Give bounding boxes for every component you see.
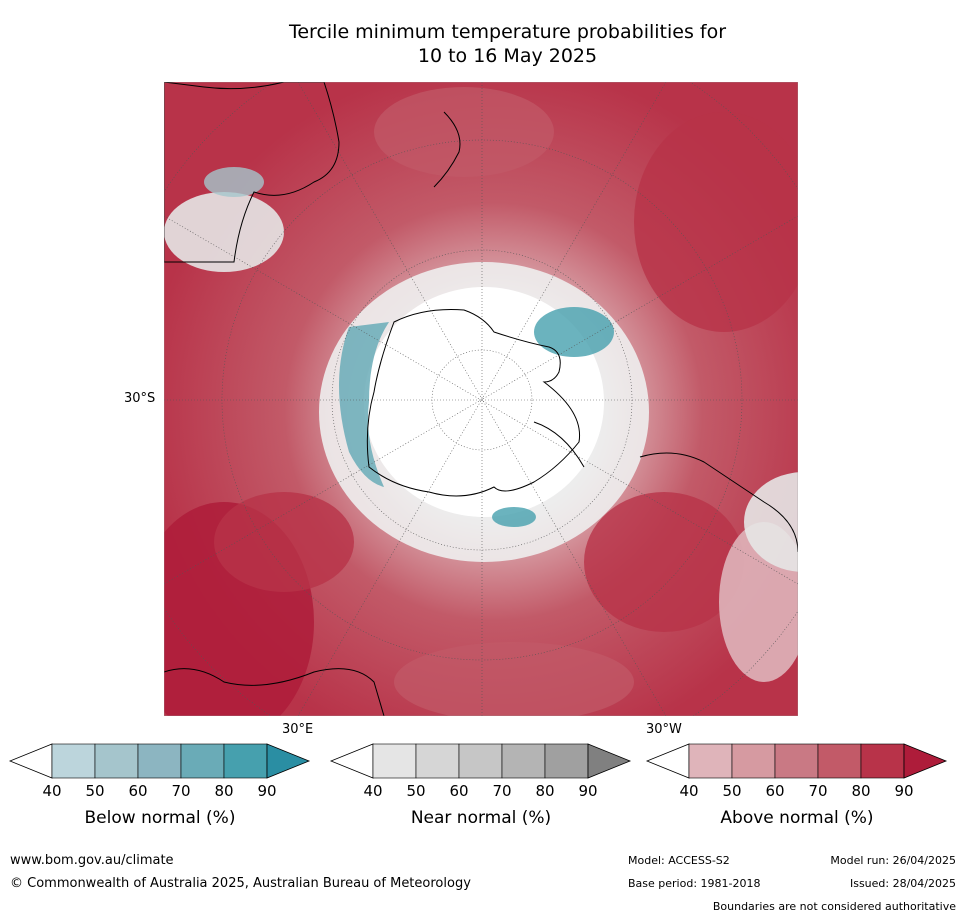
colorbar-tick-label: 40: [363, 782, 383, 800]
above-normal-patch: [214, 492, 354, 592]
colorbar-segment: [415, 743, 460, 779]
colorbar-tick-label: 80: [214, 782, 234, 800]
below-normal-patch: [534, 307, 614, 357]
colorbar-segment: [688, 743, 733, 779]
colorbar-left-extension: [329, 743, 374, 779]
colorbar-segment: [774, 743, 819, 779]
map-title-line1: Tercile minimum temperature probabilitie…: [288, 21, 727, 43]
colorbar-tick-label: 60: [128, 782, 148, 800]
colorbar-tick-label: 70: [808, 782, 828, 800]
below-normal-patch: [204, 167, 264, 197]
below-normal-label: Below normal (%): [84, 808, 236, 828]
colorbar-segment: [137, 743, 182, 779]
website-link[interactable]: www.bom.gov.au/climate: [10, 853, 174, 868]
near-normal-patch: [164, 192, 284, 272]
below-normal-colorbar-svg: [8, 743, 311, 779]
colorbar-segment: [860, 743, 905, 779]
below-normal-ticks: 40 50 60 70 80 90: [10, 782, 310, 802]
colorbar-tick-label: 80: [851, 782, 871, 800]
near-normal-colorbar: [329, 743, 632, 780]
lat-label: 30°S: [124, 391, 156, 406]
disclaimer-text: Boundaries are not considered authoritat…: [712, 900, 956, 913]
antarctica-coastline: [366, 309, 581, 497]
above-normal-patch: [374, 87, 554, 177]
colorbar-tick-label: 40: [679, 782, 699, 800]
base-period-text: Base period: 1981-2018: [628, 877, 761, 890]
above-normal-colorbar: [645, 743, 948, 780]
colorbar-segment: [501, 743, 546, 779]
copyright-text: © Commonwealth of Australia 2025, Austra…: [10, 876, 471, 891]
colorbar-tick-label: 70: [171, 782, 191, 800]
map-title-line2: 10 to 16 May 2025: [417, 45, 598, 67]
colorbar-tick-label: 50: [85, 782, 105, 800]
above-normal-label: Above normal (%): [720, 808, 874, 828]
colorbar-segment: [817, 743, 862, 779]
antarctic-peninsula: [533, 421, 585, 468]
south-america-coastline: [639, 452, 798, 553]
colorbar-tick-label: 80: [535, 782, 555, 800]
colorbar-segment: [731, 743, 776, 779]
near-normal-ticks: 40 50 60 70 80 90: [331, 782, 631, 802]
colorbar-segment: [372, 743, 417, 779]
australia-coastline: [164, 82, 340, 263]
coastlines: [164, 82, 798, 716]
near-normal-label: Near normal (%): [410, 808, 552, 828]
colorbar-right-extension: [266, 743, 311, 779]
colorbar-segment: [51, 743, 96, 779]
above-normal-patch: [394, 642, 634, 716]
issued-text: Issued: 28/04/2025: [849, 877, 956, 890]
model-text: Model: ACCESS-S2: [628, 854, 730, 867]
colorbar-tick-label: 40: [42, 782, 62, 800]
colorbar-segment: [544, 743, 589, 779]
colorbar-tick-label: 90: [257, 782, 277, 800]
near-normal-colorbar-svg: [329, 743, 632, 779]
africa-coastline: [164, 668, 385, 716]
above-normal-ticks: 40 50 60 70 80 90: [647, 782, 947, 802]
colorbar-segment: [94, 743, 139, 779]
lon-label-west: 30°W: [646, 722, 682, 737]
colorbar-left-extension: [8, 743, 53, 779]
lon-label-east: 30°E: [282, 722, 314, 737]
new-zealand-coastline: [433, 111, 461, 188]
above-normal-colorbar-svg: [645, 743, 948, 779]
colorbar-right-extension: [903, 743, 948, 779]
colorbar-left-extension: [645, 743, 690, 779]
above-normal-patch: [584, 492, 744, 632]
colorbar-tick-label: 50: [406, 782, 426, 800]
below-normal-patch: [492, 507, 536, 527]
below-normal-colorbar: [8, 743, 311, 780]
colorbar-tick-label: 90: [894, 782, 914, 800]
map-canvas: [164, 82, 798, 716]
colorbar-tick-label: 90: [578, 782, 598, 800]
graticule: [164, 82, 798, 716]
colorbar-segment: [180, 743, 225, 779]
colorbar-segment: [458, 743, 503, 779]
colorbar-tick-label: 60: [449, 782, 469, 800]
model-run-text: Model run: 26/04/2025: [830, 854, 956, 867]
colorbar-right-extension: [587, 743, 632, 779]
below-normal-patch: [339, 322, 389, 487]
colorbar-tick-label: 60: [765, 782, 785, 800]
above-normal-patch: [634, 112, 798, 332]
colorbar-tick-label: 50: [722, 782, 742, 800]
probability-map: [164, 82, 798, 716]
colorbar-segment: [223, 743, 268, 779]
map-title: Tercile minimum temperature probabilitie…: [160, 20, 855, 68]
colorbar-tick-label: 70: [492, 782, 512, 800]
